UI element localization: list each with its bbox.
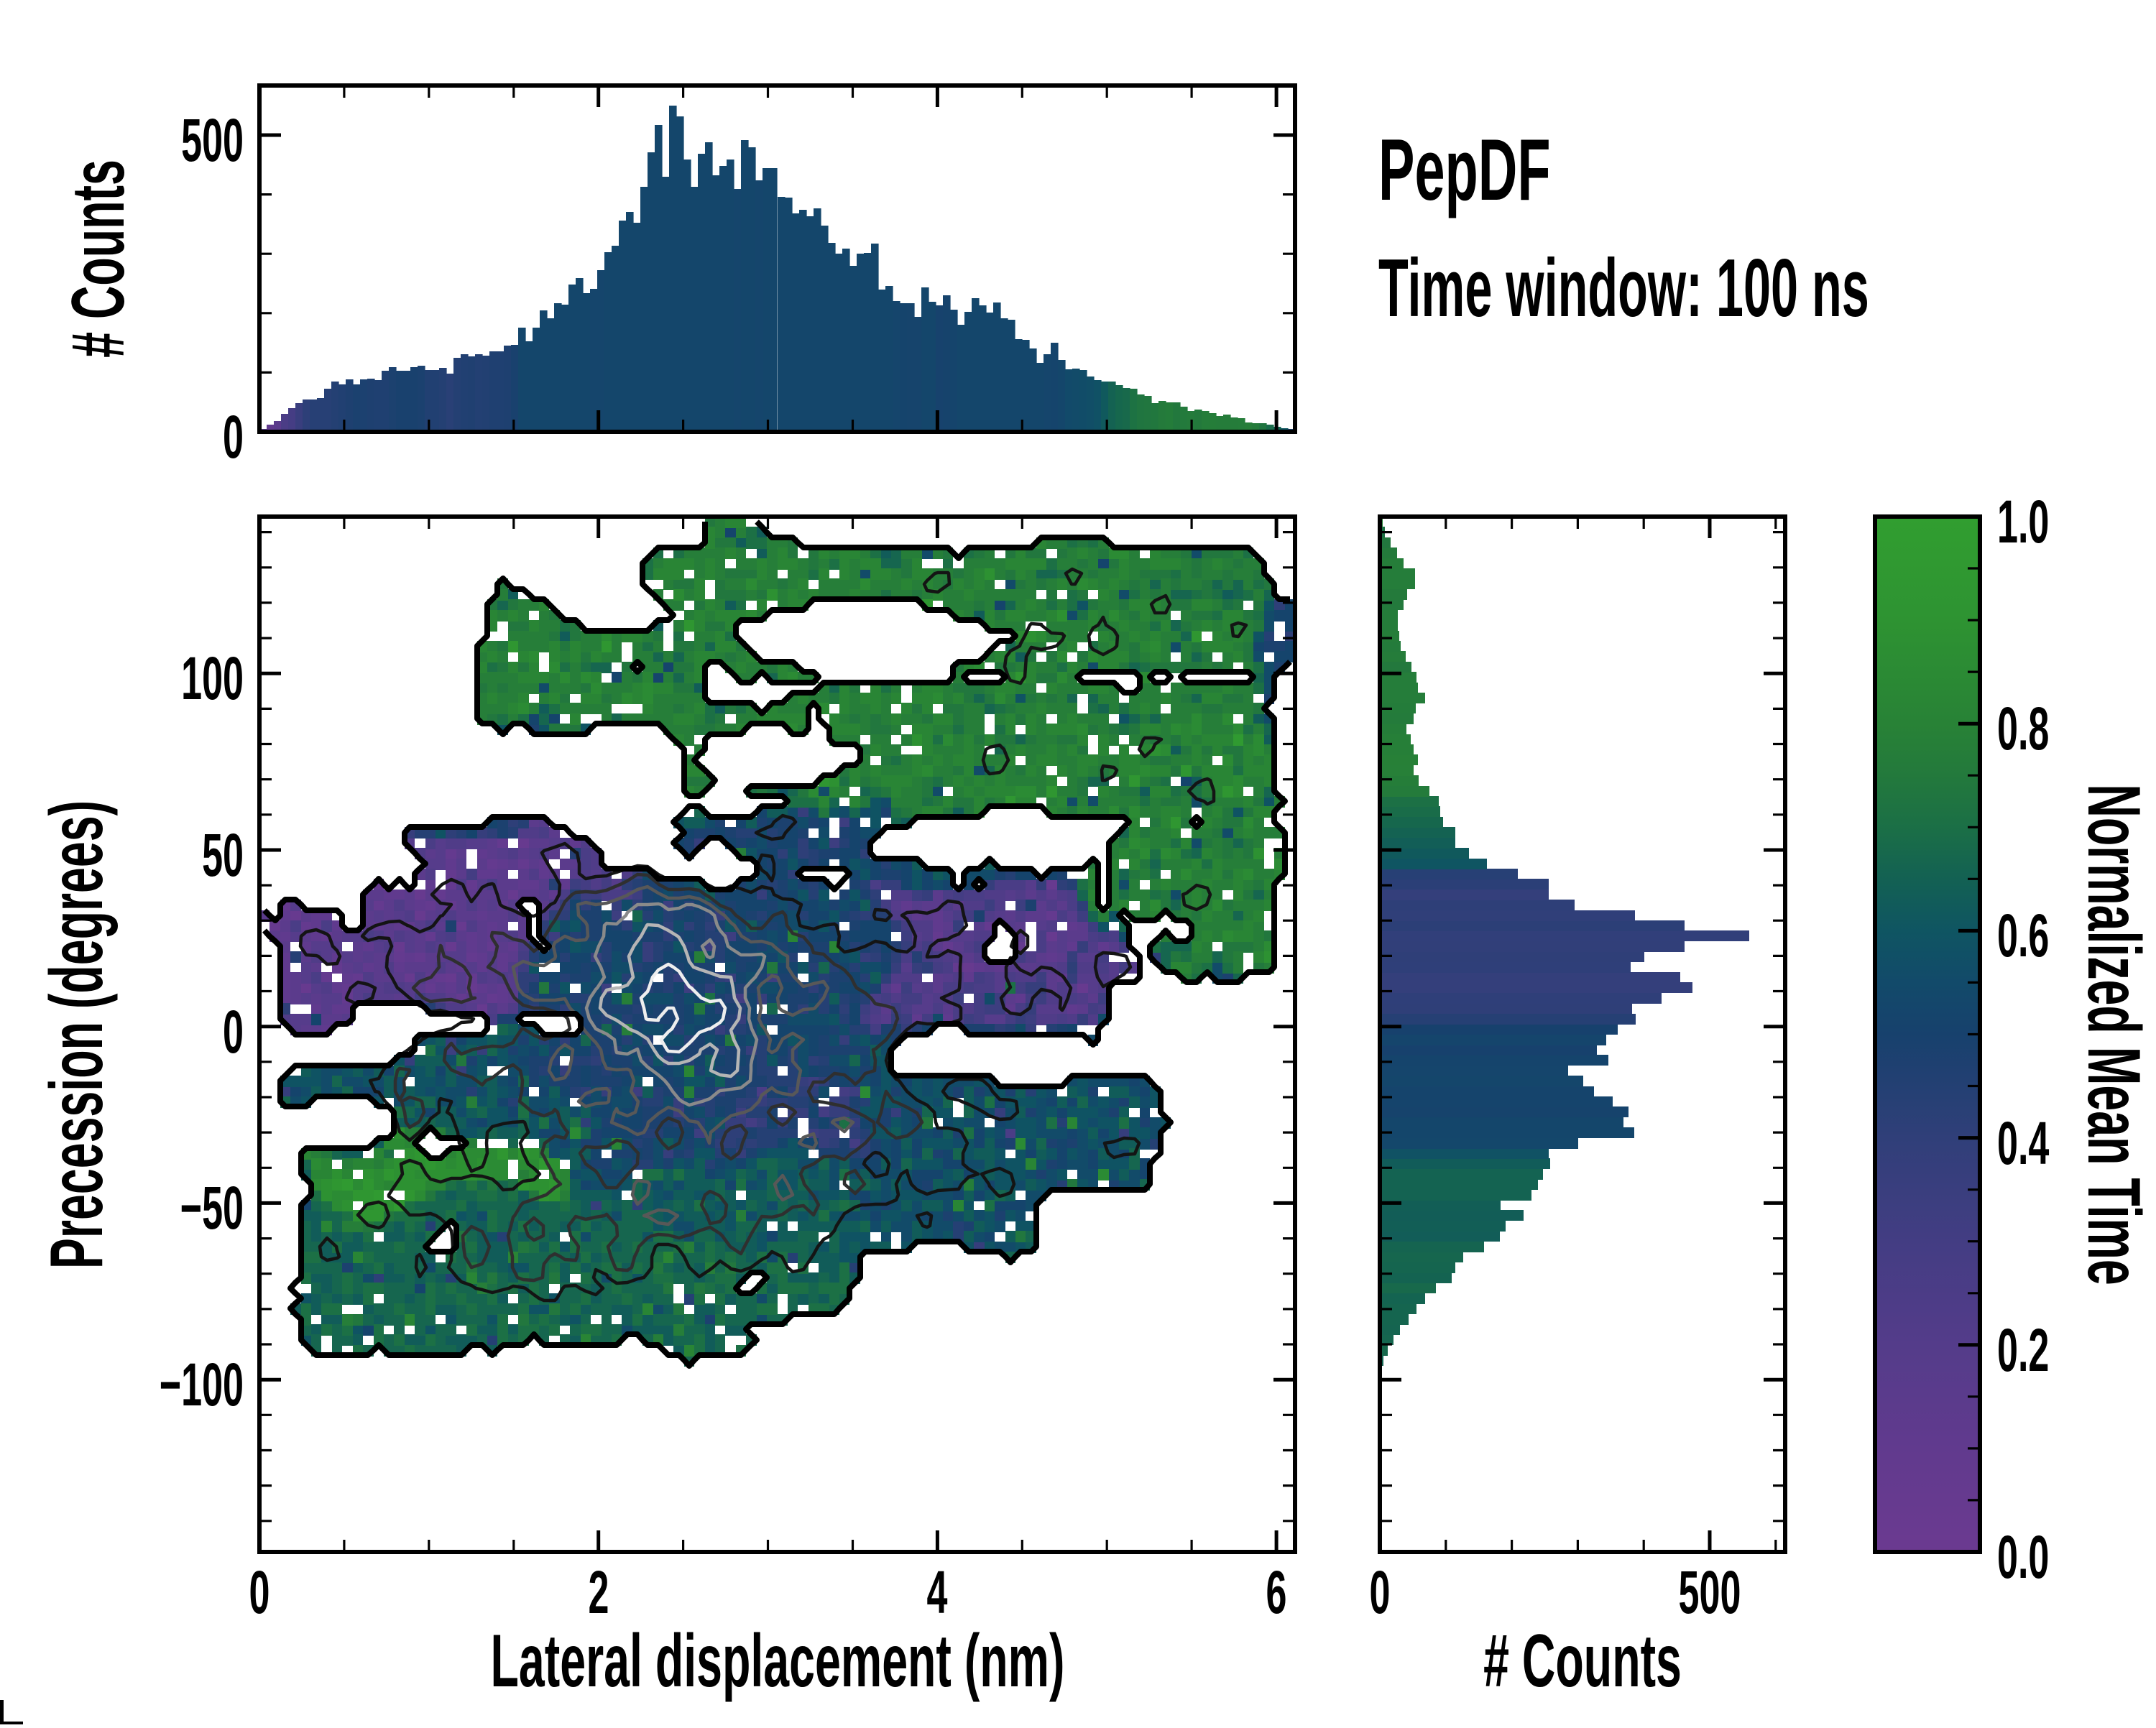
svg-text:0: 0	[1370, 1558, 1391, 1626]
svg-text:0.6: 0.6	[1997, 902, 2049, 969]
svg-text:−50: −50	[180, 1174, 244, 1242]
svg-text:Precession (degrees): Precession (degrees)	[35, 800, 118, 1269]
svg-text:0: 0	[223, 403, 244, 471]
svg-text:100: 100	[181, 644, 244, 712]
svg-text:Lateral displacement (nm): Lateral displacement (nm)	[491, 1620, 1065, 1702]
svg-text:PepDF: PepDF	[1378, 120, 1551, 218]
svg-text:−100: −100	[160, 1351, 244, 1418]
svg-text:500: 500	[1679, 1558, 1741, 1626]
svg-text:0: 0	[249, 1558, 270, 1626]
svg-text:0.8: 0.8	[1997, 695, 2049, 762]
svg-text:# Counts: # Counts	[1483, 1620, 1682, 1702]
svg-text:0.2: 0.2	[1997, 1316, 2049, 1384]
svg-text:Normalized Mean Time: Normalized Mean Time	[2072, 784, 2155, 1285]
svg-text:0.0: 0.0	[1997, 1523, 2049, 1591]
svg-text:0: 0	[223, 998, 244, 1066]
svg-text:50: 50	[202, 821, 244, 889]
svg-text:# Counts: # Counts	[57, 160, 139, 358]
svg-text:6: 6	[1266, 1558, 1287, 1626]
svg-text:1.0: 1.0	[1997, 488, 2049, 555]
svg-text:2: 2	[589, 1558, 609, 1626]
svg-text:Time window: 100 ns: Time window: 100 ns	[1378, 242, 1869, 333]
svg-text:500: 500	[181, 106, 244, 174]
svg-text:4: 4	[927, 1558, 948, 1626]
svg-text:0.4: 0.4	[1997, 1109, 2049, 1177]
